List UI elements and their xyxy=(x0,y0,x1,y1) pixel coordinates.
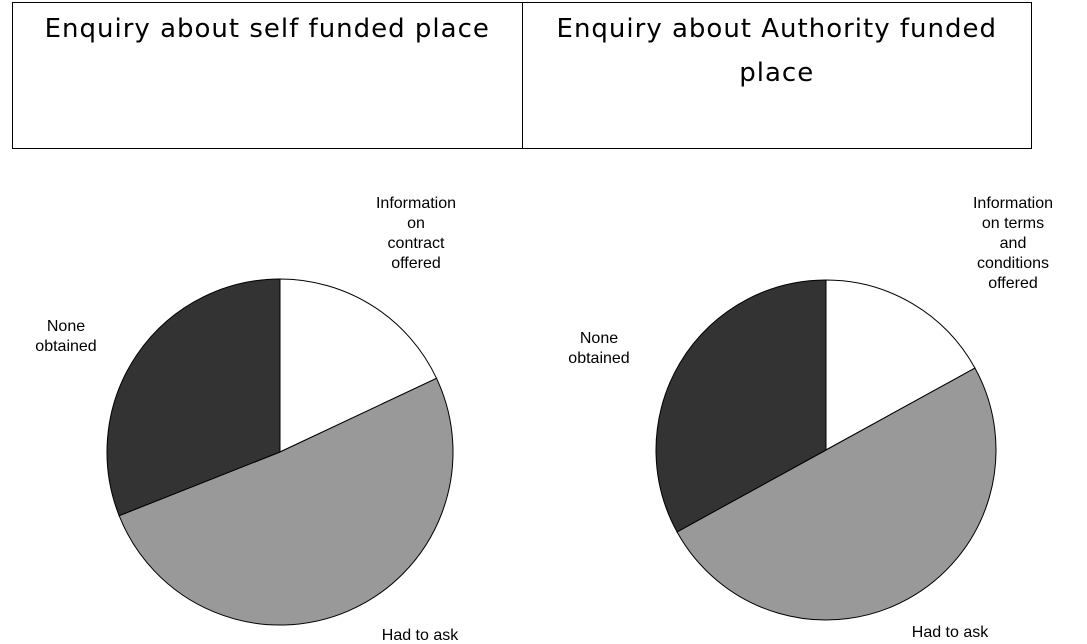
slice-label: Had to ask xyxy=(911,624,989,641)
pie-slice xyxy=(279,278,438,453)
slice-label: None obtained xyxy=(568,330,630,367)
slice-label: Information on contract offered xyxy=(375,195,457,272)
header-table: Enquiry about self funded place Enquiry … xyxy=(12,2,1032,149)
pie-slice xyxy=(655,279,827,533)
slice-label: Information on terms and conditions offe… xyxy=(972,195,1054,292)
pie-slice xyxy=(676,367,997,621)
header-cell: Enquiry about self funded place xyxy=(12,2,523,149)
pie-slice xyxy=(106,278,281,517)
pie-slice xyxy=(825,279,976,451)
pie-slice xyxy=(118,377,454,626)
slice-label: None obtained xyxy=(35,318,97,355)
header-cell: Enquiry about Authority funded place xyxy=(521,2,1032,149)
slice-label: Had to ask xyxy=(381,627,459,644)
